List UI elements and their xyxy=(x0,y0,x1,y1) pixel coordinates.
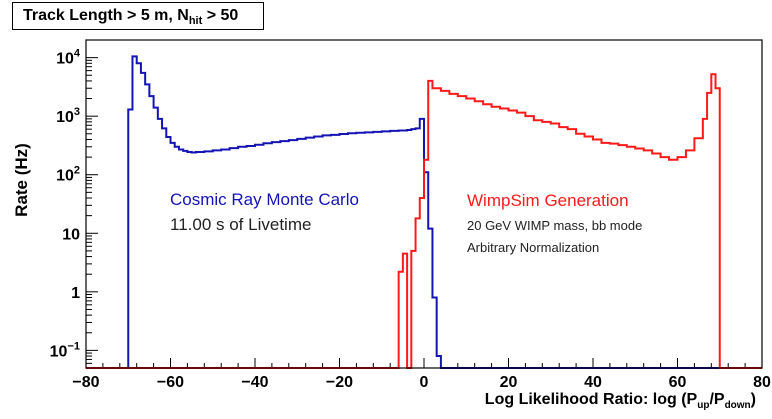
x-tick-label: −80 xyxy=(72,374,99,391)
x-tick-label: −20 xyxy=(326,374,353,391)
plot-frame xyxy=(85,39,763,369)
series-layer xyxy=(86,55,762,369)
xlabel-mid: /P xyxy=(709,391,725,408)
title-subscript: hit xyxy=(188,15,203,27)
y-tick-label: 102 xyxy=(56,165,80,185)
x-tick-label: 40 xyxy=(584,374,602,391)
y-tick-label: 103 xyxy=(56,106,80,126)
x-tick-label: 60 xyxy=(669,374,687,391)
wimp-title-annotation: WimpSim Generation xyxy=(467,191,629,210)
wimpsim-generation-line xyxy=(86,73,762,369)
xlabel-suffix: ) xyxy=(750,391,756,408)
y-tick-label: 10−1 xyxy=(50,340,80,360)
y-tick-label: 1 xyxy=(71,285,80,302)
x-tick-label: 0 xyxy=(420,374,429,391)
y-tick-label: 104 xyxy=(56,48,81,68)
x-tick-label: −60 xyxy=(157,374,184,391)
xlabel-sub-down: down xyxy=(724,400,751,411)
wimp-mass-annotation: 20 GeV WIMP mass, bb mode xyxy=(467,218,643,233)
xlabel-sub-up: up xyxy=(697,400,710,411)
y-axis-label: Rate (Hz) xyxy=(12,143,31,217)
xlabel-prefix: Log Likelihood Ratio: log (P xyxy=(484,391,698,408)
cosmic-livetime-annotation: 11.00 s of Livetime xyxy=(170,215,312,234)
chart-title: Track Length > 5 m, Nhit > 50 xyxy=(12,2,264,30)
cosmic-title-annotation: Cosmic Ray Monte Carlo xyxy=(170,190,359,209)
wimp-norm-annotation: Arbitrary Normalization xyxy=(467,240,600,255)
x-tick-label: 20 xyxy=(500,374,518,391)
cosmic-ray-monte-carlo-line xyxy=(86,55,762,369)
x-tick-label: 80 xyxy=(753,374,771,391)
title-suffix: > 50 xyxy=(202,7,239,24)
title-main: Track Length > 5 m, N xyxy=(23,7,189,24)
tick-labels: −80 −60 −40 −20 0 20 40 60 80 10−1 1 10 102 103 104 xyxy=(50,48,771,391)
x-axis-label: Log Likelihood Ratio: log (Pup/Pdown) xyxy=(484,391,756,411)
y-tick-label: 10 xyxy=(62,226,80,243)
x-tick-label: −40 xyxy=(241,374,268,391)
